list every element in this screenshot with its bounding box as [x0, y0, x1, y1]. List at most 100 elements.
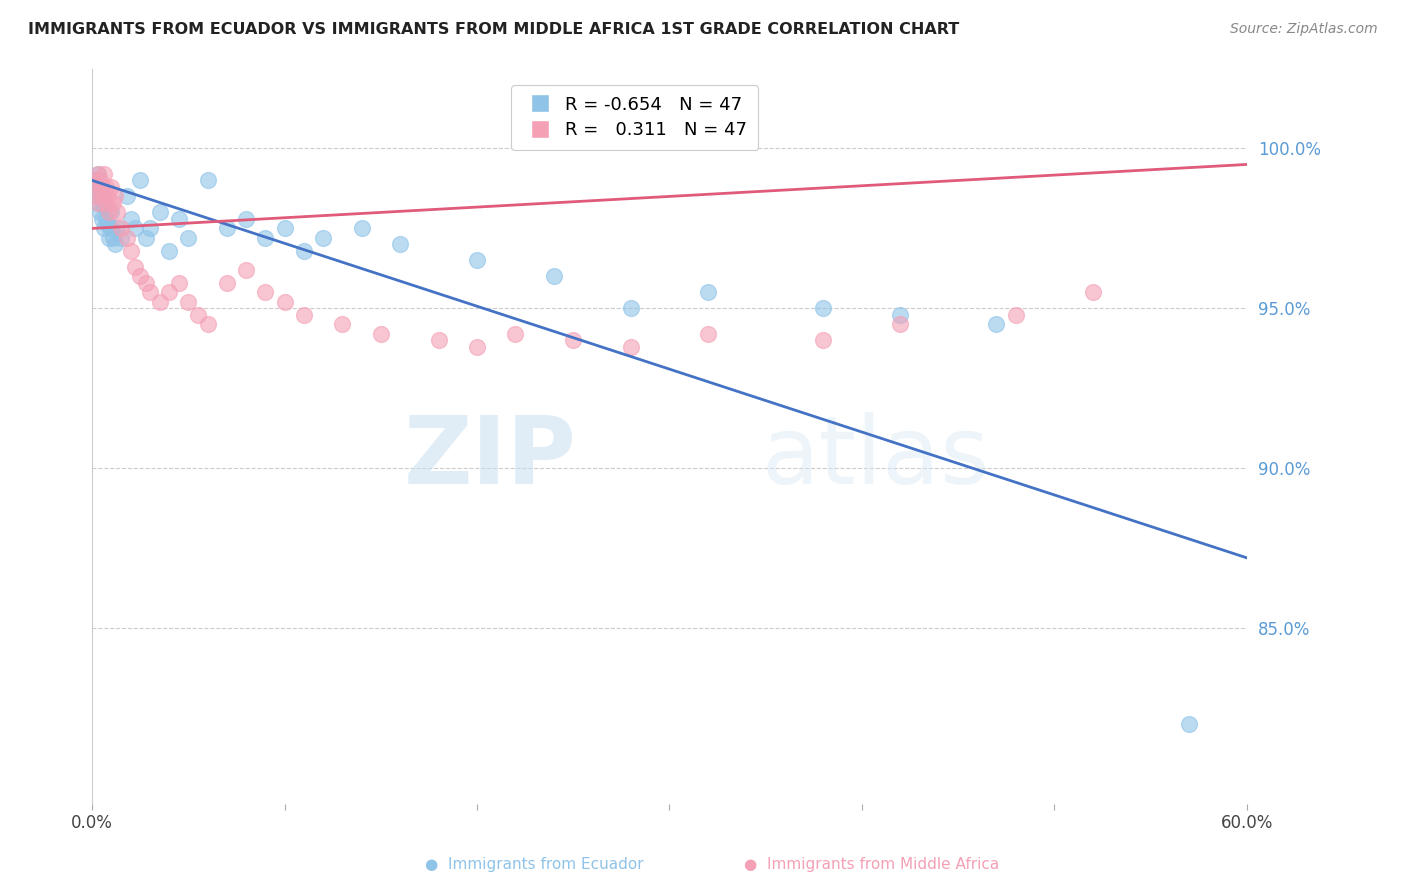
- Point: [129, 269, 152, 284]
- Point: [167, 211, 190, 226]
- Point: [1081, 285, 1104, 300]
- Legend: R = -0.654   N = 47, R =   0.311   N = 47: R = -0.654 N = 47, R = 0.311 N = 47: [512, 85, 758, 150]
- Point: [105, 221, 128, 235]
- Point: [465, 253, 488, 268]
- Point: [110, 231, 132, 245]
- Point: [148, 205, 170, 219]
- Point: [889, 318, 911, 332]
- Point: [562, 334, 585, 348]
- Point: [1004, 308, 1026, 322]
- Point: [89, 173, 111, 187]
- Point: [813, 301, 835, 316]
- Point: [83, 173, 105, 187]
- Point: [389, 237, 412, 252]
- Point: [465, 340, 488, 354]
- Point: [90, 211, 112, 226]
- Point: [94, 179, 117, 194]
- Point: [120, 211, 142, 226]
- Point: [148, 295, 170, 310]
- Point: [254, 285, 277, 300]
- Point: [167, 276, 190, 290]
- Point: [120, 244, 142, 258]
- Point: [115, 231, 138, 245]
- Point: [813, 334, 835, 348]
- Point: [135, 276, 157, 290]
- Point: [620, 301, 643, 316]
- Point: [505, 326, 527, 341]
- Point: [696, 285, 718, 300]
- Point: [89, 179, 111, 194]
- Point: [235, 211, 257, 226]
- Point: [90, 189, 112, 203]
- Point: [84, 189, 107, 203]
- Point: [87, 167, 110, 181]
- Point: [273, 221, 295, 235]
- Text: atlas: atlas: [762, 412, 990, 504]
- Text: ●  Immigrants from Middle Africa: ● Immigrants from Middle Africa: [744, 857, 1000, 872]
- Point: [139, 285, 162, 300]
- Point: [427, 334, 450, 348]
- Point: [215, 221, 238, 235]
- Point: [187, 308, 209, 322]
- Point: [104, 189, 127, 203]
- Text: Source: ZipAtlas.com: Source: ZipAtlas.com: [1230, 22, 1378, 37]
- Point: [235, 263, 257, 277]
- Point: [94, 211, 117, 226]
- Point: [87, 195, 110, 210]
- Point: [129, 173, 152, 187]
- Text: IMMIGRANTS FROM ECUADOR VS IMMIGRANTS FROM MIDDLE AFRICA 1ST GRADE CORRELATION C: IMMIGRANTS FROM ECUADOR VS IMMIGRANTS FR…: [28, 22, 959, 37]
- Point: [370, 326, 392, 341]
- Point: [177, 295, 200, 310]
- Point: [93, 167, 115, 181]
- Point: [197, 173, 219, 187]
- Point: [696, 326, 718, 341]
- Point: [93, 221, 115, 235]
- Point: [103, 231, 125, 245]
- Point: [100, 205, 122, 219]
- Point: [84, 189, 107, 203]
- Point: [197, 318, 219, 332]
- Point: [273, 295, 295, 310]
- Point: [889, 308, 911, 322]
- Point: [100, 179, 122, 194]
- Point: [1178, 717, 1201, 731]
- Text: ZIP: ZIP: [404, 412, 576, 504]
- Point: [177, 231, 200, 245]
- Point: [350, 221, 373, 235]
- Point: [98, 205, 121, 219]
- Point: [105, 205, 128, 219]
- Point: [115, 189, 138, 203]
- Point: [312, 231, 335, 245]
- Point: [292, 244, 315, 258]
- Point: [93, 199, 115, 213]
- Point: [157, 244, 180, 258]
- Point: [254, 231, 277, 245]
- Point: [83, 173, 105, 187]
- Point: [94, 195, 117, 210]
- Point: [103, 195, 125, 210]
- Point: [100, 221, 122, 235]
- Point: [110, 221, 132, 235]
- Point: [90, 189, 112, 203]
- Point: [215, 276, 238, 290]
- Point: [84, 179, 107, 194]
- Point: [986, 318, 1008, 332]
- Point: [620, 340, 643, 354]
- Point: [87, 195, 110, 210]
- Point: [89, 205, 111, 219]
- Point: [157, 285, 180, 300]
- Point: [97, 218, 120, 232]
- Point: [330, 318, 353, 332]
- Point: [90, 179, 112, 194]
- Point: [292, 308, 315, 322]
- Point: [139, 221, 162, 235]
- Point: [543, 269, 565, 284]
- Point: [135, 231, 157, 245]
- Point: [98, 231, 121, 245]
- Point: [124, 260, 146, 274]
- Point: [97, 189, 120, 203]
- Point: [84, 179, 107, 194]
- Text: ●  Immigrants from Ecuador: ● Immigrants from Ecuador: [425, 857, 644, 872]
- Point: [104, 237, 127, 252]
- Point: [124, 221, 146, 235]
